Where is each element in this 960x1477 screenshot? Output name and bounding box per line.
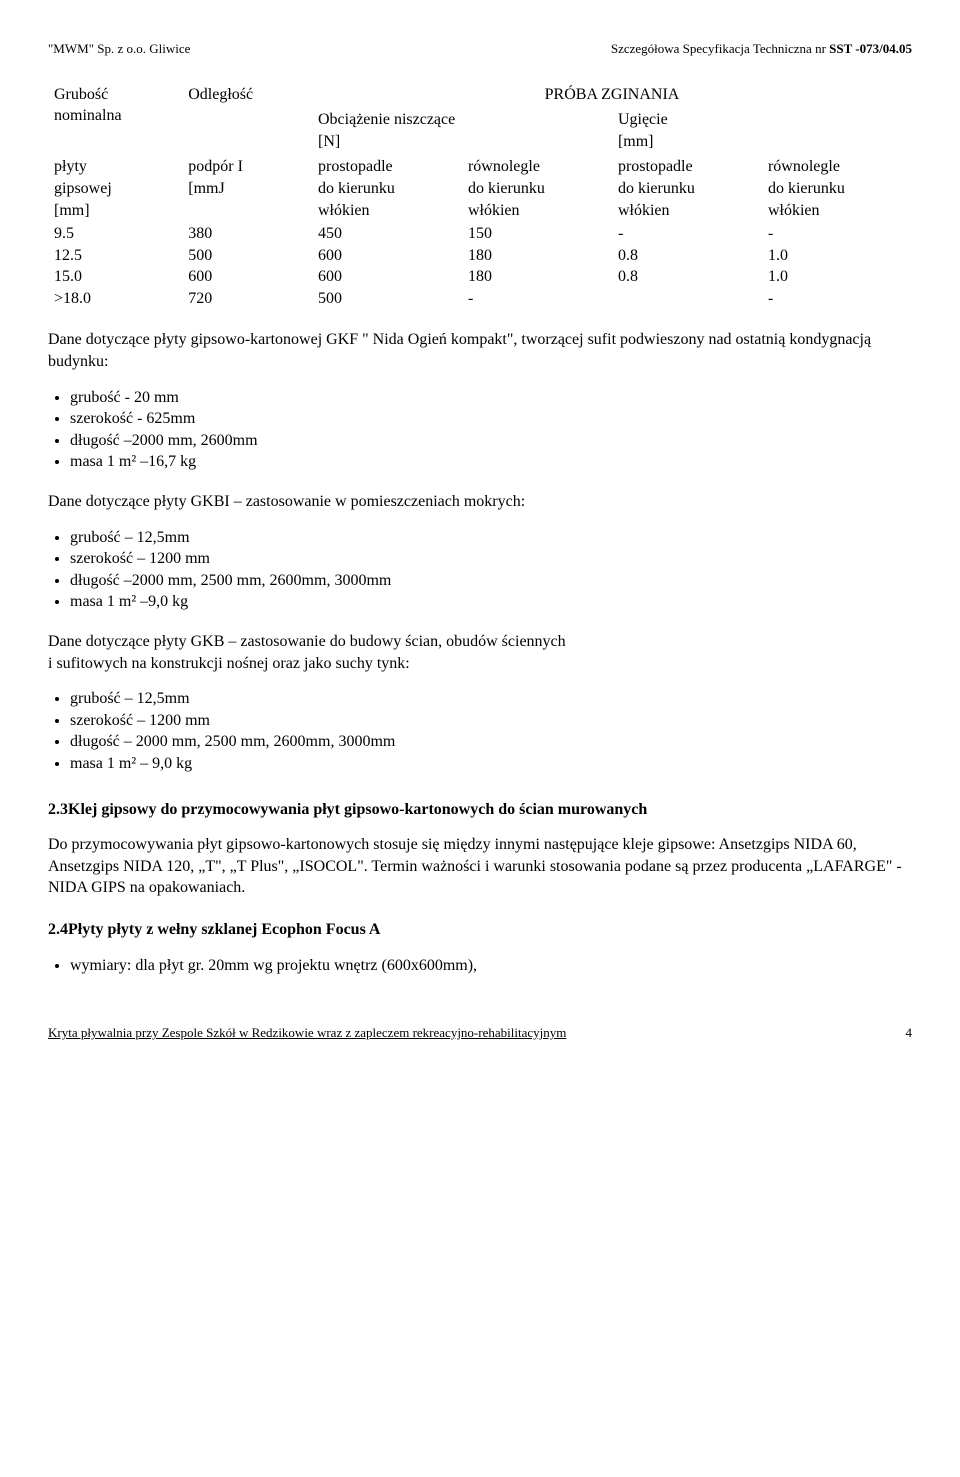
list-item: szerokość - 625mm [70, 408, 912, 430]
cell: >18.0 [48, 288, 182, 310]
cell: 1.0 [762, 245, 912, 267]
cell: - [762, 288, 912, 310]
list-item: grubość – 12,5mm [70, 688, 912, 710]
list-item: wymiary: dla płyt gr. 20mm wg projektu w… [70, 955, 912, 977]
th-col4: równolegle do kierunku włókien [462, 154, 612, 223]
cell: 180 [462, 266, 612, 288]
cell: 150 [462, 223, 612, 245]
th-col4-b: do kierunku [468, 180, 545, 197]
footer-left: Kryta pływalnia przy Zespole Szkół w Red… [48, 1024, 566, 1042]
para-gkb-b: i sufitowych na konstrukcji nośnej oraz … [48, 653, 912, 675]
cell: 600 [312, 266, 462, 288]
cell: 380 [182, 223, 312, 245]
section-2-3-title: 2.3Klej gipsowy do przymocowywania płyt … [48, 799, 912, 821]
bending-test-table: Grubość nominalna Odległość PRÓBA ZGINAN… [48, 82, 912, 310]
cell: 600 [312, 245, 462, 267]
cell: - [462, 288, 612, 310]
th-col4-c: włókien [468, 202, 520, 219]
cell: 180 [462, 245, 612, 267]
th-col6: równolegle do kierunku włókien [762, 154, 912, 223]
table-row: 9.5 380 450 150 - - [48, 223, 912, 245]
th-ugiecie-1: Ugięcie [618, 111, 668, 128]
header-left: "MWM" Sp. z o.o. Gliwice [48, 40, 190, 58]
list-item: szerokość – 1200 mm [70, 548, 912, 570]
list-item: długość – 2000 mm, 2500 mm, 2600mm, 3000… [70, 731, 912, 753]
cell: 450 [312, 223, 462, 245]
list-ecophon: wymiary: dla płyt gr. 20mm wg projektu w… [70, 955, 912, 977]
th-col1-a: płyty [54, 158, 87, 175]
list-gkf: grubość - 20 mm szerokość - 625mm długoś… [70, 387, 912, 473]
th-col5: prostopadle do kierunku włókien [612, 154, 762, 223]
list-item: szerokość – 1200 mm [70, 710, 912, 732]
table-row: >18.0 720 500 - - [48, 288, 912, 310]
cell [612, 288, 762, 310]
th-col5-a: prostopadle [618, 158, 693, 175]
list-item: grubość – 12,5mm [70, 527, 912, 549]
para-gkb-a: Dane dotyczące płyty GKB – zastosowanie … [48, 631, 912, 653]
header-right: Szczegółowa Specyfikacja Techniczna nr S… [611, 40, 912, 58]
th-grubosc: Grubość nominalna [48, 82, 182, 155]
footer-page-number: 4 [906, 1024, 913, 1042]
list-item: długość –2000 mm, 2500 mm, 2600mm, 3000m… [70, 570, 912, 592]
list-item: grubość - 20 mm [70, 387, 912, 409]
th-col1: płyty gipsowej [mm] [48, 154, 182, 223]
section-2-4-title: 2.4Płyty płyty z wełny szklanej Ecophon … [48, 919, 912, 941]
th-col3-a: prostopadle [318, 158, 393, 175]
th-col3: prostopadle do kierunku włókien [312, 154, 462, 223]
list-item: długość –2000 mm, 2600mm [70, 430, 912, 452]
th-col4-a: równolegle [468, 158, 540, 175]
cell: 600 [182, 266, 312, 288]
th-col3-b: do kierunku [318, 180, 395, 197]
page-footer: Kryta pływalnia przy Zespole Szkół w Red… [48, 1024, 912, 1042]
th-col5-c: włókien [618, 202, 670, 219]
table-row: 15.0 600 600 180 0.8 1.0 [48, 266, 912, 288]
page-header: "MWM" Sp. z o.o. Gliwice Szczegółowa Spe… [48, 40, 912, 58]
para-gkf: Dane dotyczące płyty gipsowo-kartonowej … [48, 329, 912, 372]
cell: - [762, 223, 912, 245]
th-col6-a: równolegle [768, 158, 840, 175]
th-proba: PRÓBA ZGINANIA [312, 82, 912, 108]
th-col1-c: [mm] [54, 202, 90, 219]
list-gkb: grubość – 12,5mm szerokość – 1200 mm dłu… [70, 688, 912, 774]
cell: - [612, 223, 762, 245]
th-obciazenie: Obciążenie niszczące [N] [312, 107, 612, 154]
th-col1-b: gipsowej [54, 180, 112, 197]
th-col2-b: [mmJ [188, 180, 224, 197]
list-item: masa 1 m² –16,7 kg [70, 451, 912, 473]
cell: 500 [312, 288, 462, 310]
th-col5-b: do kierunku [618, 180, 695, 197]
th-grubosc-2: nominalna [54, 107, 122, 124]
cell: 500 [182, 245, 312, 267]
cell: 720 [182, 288, 312, 310]
th-col3-c: włókien [318, 202, 370, 219]
section-2-3-text: Klej gipsowy do przymocowywania płyt gip… [68, 801, 647, 818]
th-obciazenie-1: Obciążenie niszczące [318, 111, 455, 128]
th-col2: podpór I [mmJ [182, 154, 312, 223]
header-right-bold: SST -073/04.05 [829, 41, 912, 56]
th-ugiecie-2: [mm] [618, 133, 654, 150]
section-2-3-num: 2.3 [48, 801, 68, 818]
th-ugiecie: Ugięcie [mm] [612, 107, 912, 154]
th-col2-a: podpór I [188, 158, 243, 175]
list-item: masa 1 m² –9,0 kg [70, 591, 912, 613]
th-odleglosc: Odległość [182, 82, 312, 155]
cell: 1.0 [762, 266, 912, 288]
table-row: 12.5 500 600 180 0.8 1.0 [48, 245, 912, 267]
para-gkbi: Dane dotyczące płyty GKBI – zastosowanie… [48, 491, 912, 513]
th-obciazenie-2: [N] [318, 133, 340, 150]
th-col6-b: do kierunku [768, 180, 845, 197]
para-klej: Do przymocowywania płyt gipsowo-kartonow… [48, 834, 912, 899]
list-item: masa 1 m² – 9,0 kg [70, 753, 912, 775]
cell: 0.8 [612, 245, 762, 267]
cell: 12.5 [48, 245, 182, 267]
th-col6-c: włókien [768, 202, 820, 219]
list-gkbi: grubość – 12,5mm szerokość – 1200 mm dłu… [70, 527, 912, 613]
cell: 9.5 [48, 223, 182, 245]
cell: 15.0 [48, 266, 182, 288]
header-right-prefix: Szczegółowa Specyfikacja Techniczna nr [611, 41, 829, 56]
cell: 0.8 [612, 266, 762, 288]
th-grubosc-1: Grubość [54, 86, 108, 103]
